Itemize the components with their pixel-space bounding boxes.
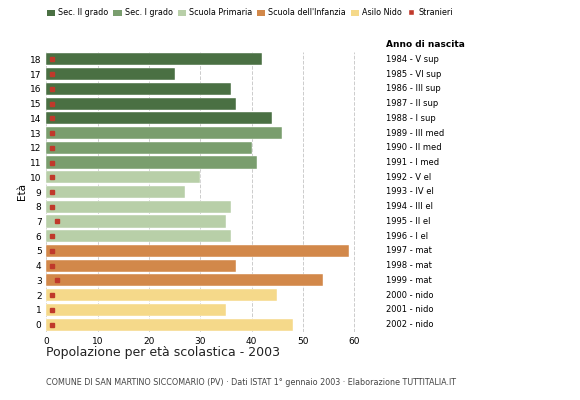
Text: 2001 - nido: 2001 - nido	[386, 305, 433, 314]
Bar	[46, 83, 231, 95]
Bar	[46, 201, 231, 213]
Bar	[46, 274, 324, 286]
Bar	[46, 142, 252, 154]
Text: 1985 - VI sup: 1985 - VI sup	[386, 70, 441, 79]
Bar	[46, 230, 231, 242]
Text: 1986 - III sup: 1986 - III sup	[386, 84, 440, 93]
Legend: Sec. II grado, Sec. I grado, Scuola Primaria, Scuola dell'Infanzia, Asilo Nido, : Sec. II grado, Sec. I grado, Scuola Prim…	[47, 8, 452, 18]
Bar	[46, 171, 200, 183]
Bar	[46, 289, 277, 301]
Text: 1995 - II el: 1995 - II el	[386, 217, 430, 226]
Bar	[46, 318, 293, 331]
Text: 1989 - III med: 1989 - III med	[386, 128, 444, 138]
Text: COMUNE DI SAN MARTINO SICCOMARIO (PV) · Dati ISTAT 1° gennaio 2003 · Elaborazion: COMUNE DI SAN MARTINO SICCOMARIO (PV) · …	[46, 378, 456, 387]
Bar	[46, 260, 236, 272]
Bar	[46, 216, 226, 228]
Text: 1997 - mat: 1997 - mat	[386, 246, 432, 256]
Text: 1993 - IV el: 1993 - IV el	[386, 188, 434, 196]
Bar	[46, 304, 226, 316]
Bar	[46, 98, 236, 110]
Text: 1987 - II sup: 1987 - II sup	[386, 99, 438, 108]
Text: 1991 - I med: 1991 - I med	[386, 158, 439, 167]
Bar	[46, 245, 349, 257]
Text: Popolazione per età scolastica - 2003: Popolazione per età scolastica - 2003	[46, 346, 280, 359]
Text: 1984 - V sup: 1984 - V sup	[386, 55, 438, 64]
Bar	[46, 68, 175, 80]
Text: 1998 - mat: 1998 - mat	[386, 261, 432, 270]
Bar	[46, 186, 185, 198]
Text: 2002 - nido: 2002 - nido	[386, 320, 433, 329]
Bar	[46, 112, 272, 124]
Text: 2000 - nido: 2000 - nido	[386, 291, 433, 300]
Bar	[46, 53, 262, 66]
Text: 1992 - V el: 1992 - V el	[386, 173, 431, 182]
Text: 1988 - I sup: 1988 - I sup	[386, 114, 436, 123]
Text: 1996 - I el: 1996 - I el	[386, 232, 428, 241]
Text: 1990 - II med: 1990 - II med	[386, 143, 441, 152]
Text: Anno di nascita: Anno di nascita	[386, 40, 465, 49]
Y-axis label: Età: Età	[17, 184, 27, 200]
Bar	[46, 127, 282, 139]
Text: 1999 - mat: 1999 - mat	[386, 276, 432, 285]
Bar	[46, 156, 257, 168]
Text: 1994 - III el: 1994 - III el	[386, 202, 433, 211]
